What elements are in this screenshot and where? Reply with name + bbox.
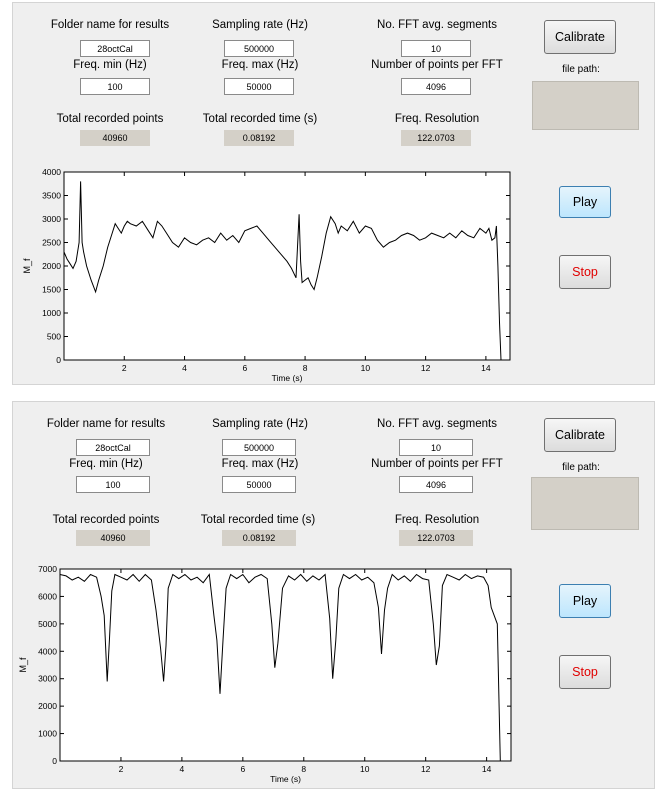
freq-resolution-value: 122.0703 (399, 530, 473, 546)
sampling-rate-label: Sampling rate (Hz) (212, 418, 308, 430)
y-tick-label: 0 (56, 355, 61, 365)
points-per-fft-input[interactable]: 4096 (399, 476, 473, 493)
x-tick-label: 2 (119, 764, 124, 774)
y-axis-label: M_f (18, 657, 28, 673)
series-line (63, 181, 502, 361)
sampling-rate-input[interactable]: 500000 (224, 40, 294, 57)
stop-button[interactable]: Stop (559, 655, 611, 689)
freq-max-input[interactable]: 50000 (222, 476, 296, 493)
freq-resolution-label: Freq. Resolution (394, 514, 480, 526)
freq-max-label: Freq. max (Hz) (221, 59, 299, 71)
y-tick-label: 2500 (42, 238, 61, 248)
total-time-value: 0.08192 (222, 530, 296, 546)
x-tick-label: 14 (481, 363, 491, 373)
play-button[interactable]: Play (559, 186, 611, 218)
freq-max-label: Freq. max (Hz) (221, 458, 299, 470)
y-tick-label: 4000 (38, 646, 57, 656)
fft-segments-input[interactable]: 10 (401, 40, 471, 57)
points-per-fft-label: Number of points per FFT (371, 458, 503, 470)
freq-min-label: Freq. min (Hz) (69, 458, 143, 470)
y-tick-label: 2000 (38, 701, 57, 711)
freq-min-label: Freq. min (Hz) (73, 59, 147, 71)
y-tick-label: 1000 (38, 729, 57, 739)
folder-name-label: Folder name for results (46, 418, 166, 430)
y-tick-label: 4000 (42, 167, 61, 177)
y-tick-label: 3000 (38, 674, 57, 684)
total-time-label: Total recorded time (s) (200, 514, 316, 526)
total-points-value: 40960 (80, 130, 150, 146)
folder-name-label: Folder name for results (50, 19, 170, 31)
y-tick-label: 0 (52, 756, 57, 766)
y-tick-label: 2000 (42, 261, 61, 271)
x-tick-label: 6 (242, 363, 247, 373)
y-axis-label: M_f (22, 258, 32, 274)
total-time-label: Total recorded time (s) (202, 113, 318, 125)
fft-segments-input[interactable]: 10 (399, 439, 473, 456)
play-button-label: Play (572, 594, 598, 608)
sampling-rate-input[interactable]: 500000 (222, 439, 296, 456)
calibrate-button-label: Calibrate (554, 30, 606, 44)
total-points-value: 40960 (76, 530, 150, 546)
y-tick-label: 3500 (42, 191, 61, 201)
stop-button-label: Stop (572, 665, 598, 679)
freq-resolution-value: 122.0703 (401, 130, 471, 146)
freq-min-input[interactable]: 100 (80, 78, 150, 95)
x-tick-label: 6 (240, 764, 245, 774)
x-tick-label: 10 (360, 764, 370, 774)
x-tick-label: 8 (303, 363, 308, 373)
total-points-label: Total recorded points (56, 113, 164, 125)
x-tick-label: 4 (182, 363, 187, 373)
fft-segments-label: No. FFT avg. segments (377, 418, 497, 430)
y-tick-label: 3000 (42, 214, 61, 224)
total-points-label: Total recorded points (52, 514, 160, 526)
folder-name-input[interactable]: 28octCal (80, 40, 150, 57)
plot-area (59, 568, 512, 762)
x-axis-label: Time (s) (270, 774, 301, 784)
stop-button-label: Stop (572, 265, 598, 279)
file-path-display (531, 477, 639, 530)
calibrate-button[interactable]: Calibrate (544, 20, 616, 54)
y-tick-label: 1500 (42, 285, 61, 295)
fft-segments-label: No. FFT avg. segments (377, 19, 497, 31)
file-path-label: file path: (562, 462, 600, 473)
x-tick-label: 2 (122, 363, 127, 373)
y-tick-label: 7000 (38, 564, 57, 574)
total-time-value: 0.08192 (224, 130, 294, 146)
points-per-fft-input[interactable]: 4096 (401, 78, 471, 95)
freq-min-input[interactable]: 100 (76, 476, 150, 493)
file-path-label: file path: (562, 64, 600, 75)
calibrate-button-label: Calibrate (554, 428, 606, 442)
folder-name-input[interactable]: 28octCal (76, 439, 150, 456)
y-tick-label: 500 (47, 332, 61, 342)
x-tick-label: 4 (180, 764, 185, 774)
freq-max-input[interactable]: 50000 (224, 78, 294, 95)
play-button[interactable]: Play (559, 584, 611, 618)
sampling-rate-label: Sampling rate (Hz) (212, 19, 308, 31)
plot-area (63, 171, 511, 361)
file-path-display (532, 81, 639, 130)
y-tick-label: 6000 (38, 591, 57, 601)
x-tick-label: 12 (421, 363, 431, 373)
x-axis-label: Time (s) (272, 373, 303, 383)
chart-2: 0 1000 2000 3000 4000 5000 6000 7000 2 4 6 8 10 12 14 T… (18, 564, 512, 784)
stop-button[interactable]: Stop (559, 255, 611, 289)
x-tick-label: 12 (421, 764, 431, 774)
x-tick-label: 8 (301, 764, 306, 774)
calibrate-button[interactable]: Calibrate (544, 418, 616, 452)
chart-1: 0 500 1000 1500 2000 2500 3000 3500 4000 2 4 6 8 10 12… (22, 167, 511, 383)
freq-resolution-label: Freq. Resolution (394, 113, 480, 125)
y-tick-label: 5000 (38, 619, 57, 629)
x-tick-label: 14 (482, 764, 492, 774)
points-per-fft-label: Number of points per FFT (371, 59, 503, 71)
series-line (59, 573, 501, 762)
x-tick-label: 10 (361, 363, 371, 373)
play-button-label: Play (572, 195, 598, 209)
y-tick-label: 1000 (42, 308, 61, 318)
